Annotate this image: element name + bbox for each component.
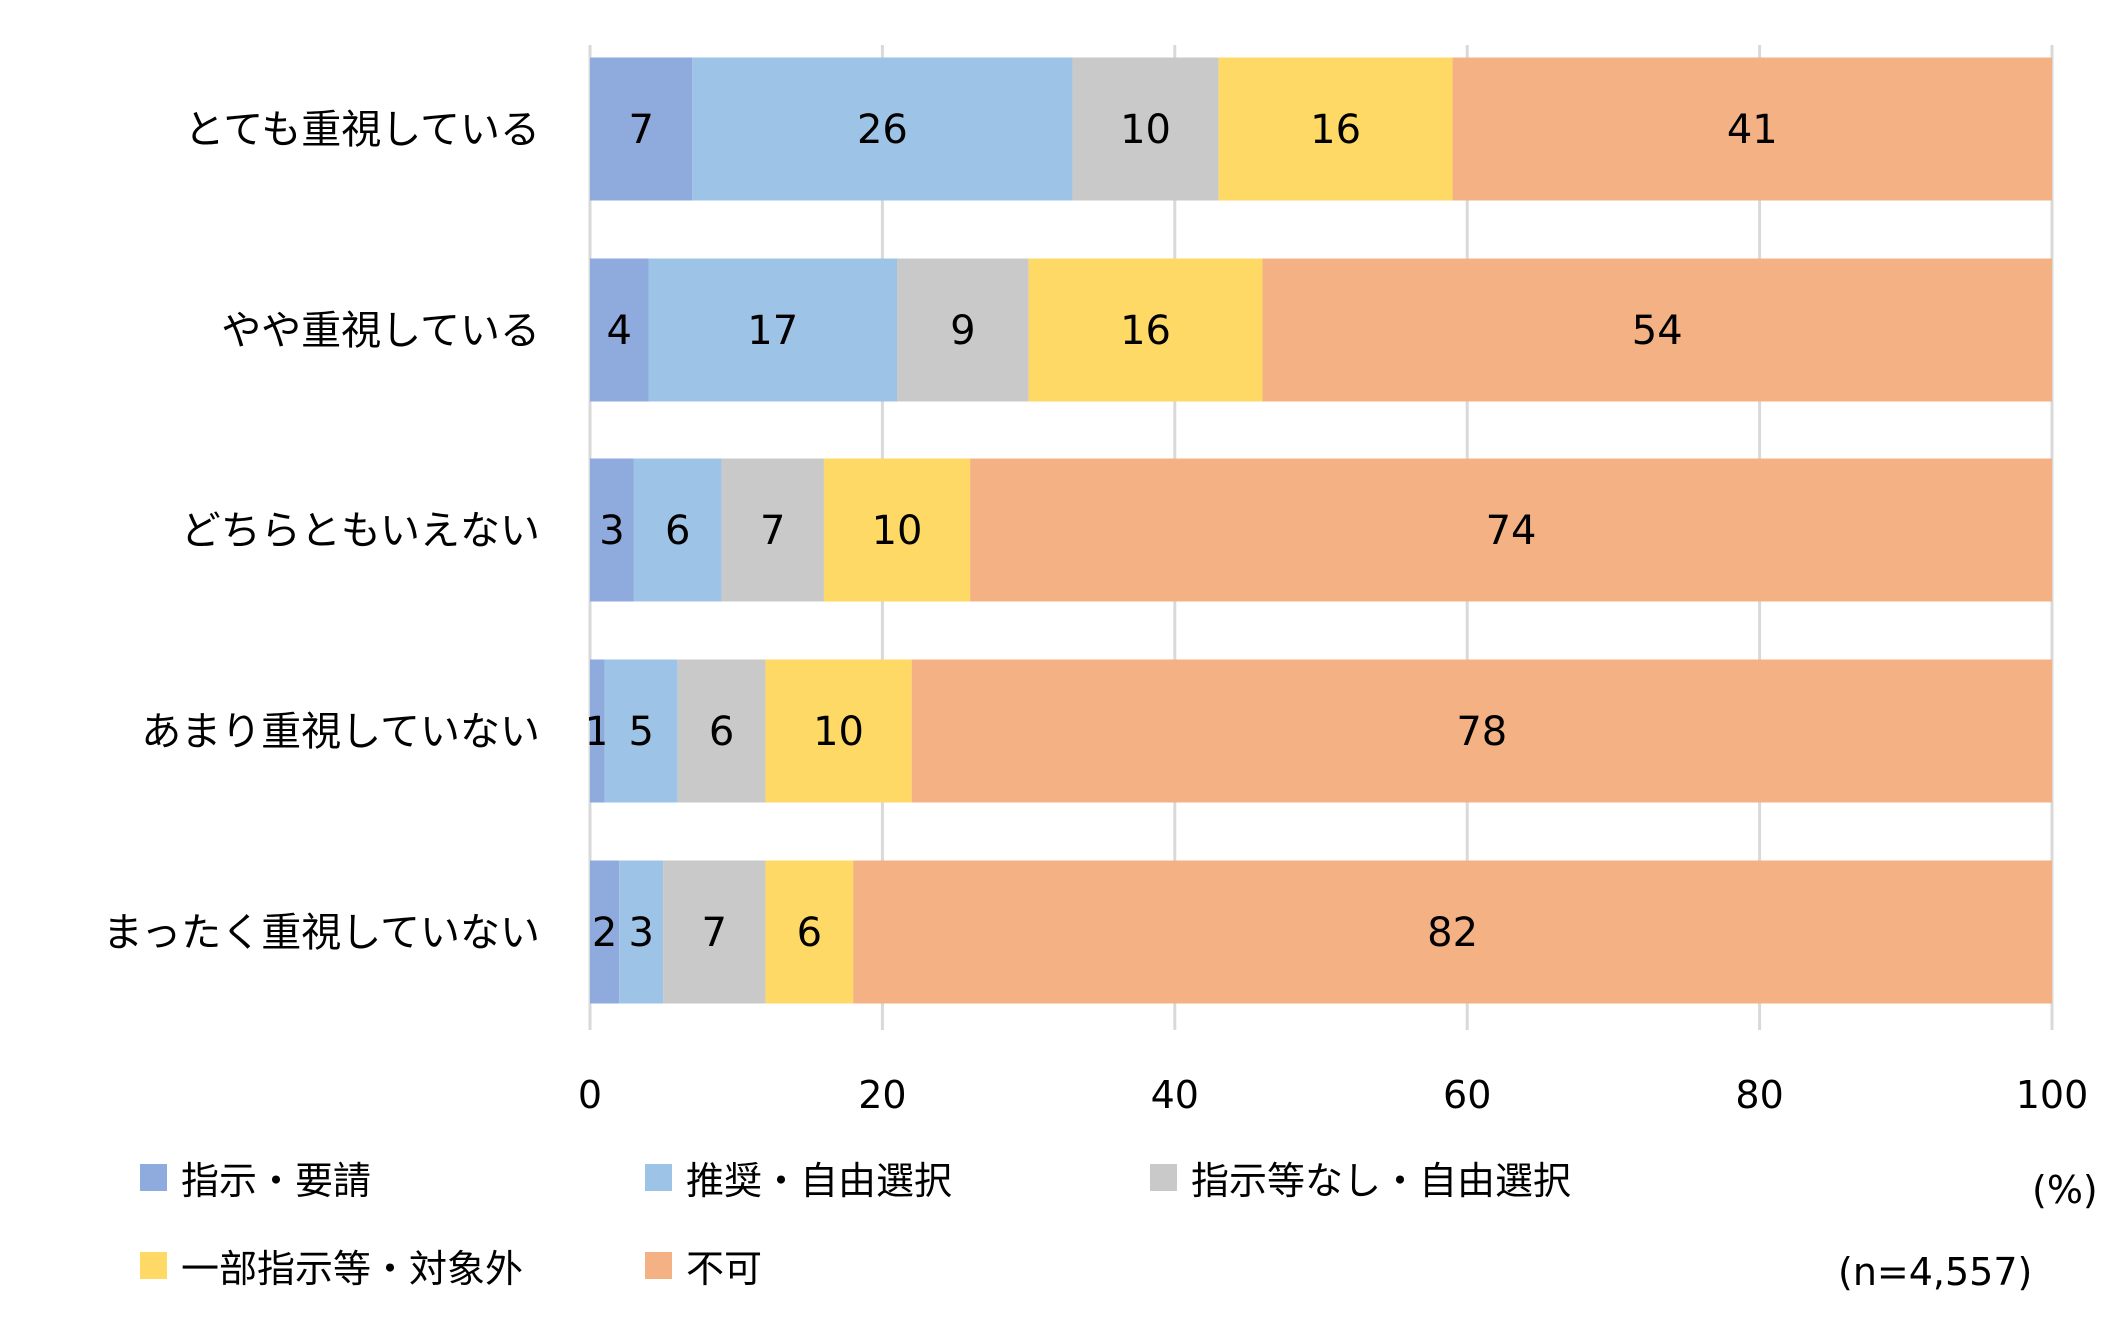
bar-segment <box>648 258 898 402</box>
data-label: 10 <box>813 709 864 755</box>
data-label: 78 <box>1456 709 1507 755</box>
data-label: 16 <box>1310 107 1361 153</box>
data-label: 7 <box>628 107 653 153</box>
category-label: とても重視している <box>184 107 540 153</box>
category-label: まったく重視していない <box>103 910 540 956</box>
bar-segment <box>1262 258 2052 402</box>
data-label: 5 <box>628 709 653 755</box>
legend-swatch <box>1150 1164 1177 1191</box>
category-label: あまり重視していない <box>141 709 540 755</box>
category-label: やや重視している <box>221 308 540 354</box>
bar-segment <box>1218 57 1453 201</box>
x-tick-label: 80 <box>1735 1073 1783 1117</box>
legend-item: 指示・要請 <box>140 1150 371 1205</box>
bar-segment <box>677 659 766 803</box>
bar-segment <box>590 659 605 803</box>
data-label: 3 <box>599 508 624 554</box>
legend-label: 不可 <box>686 1247 763 1291</box>
bar-segment <box>590 258 649 402</box>
x-tick-label: 0 <box>578 1073 602 1117</box>
unit-label: (%) <box>2032 1168 2098 1212</box>
bar-segment <box>604 659 678 803</box>
data-label: 16 <box>1120 308 1171 354</box>
data-label: 41 <box>1727 107 1778 153</box>
legend-swatch <box>140 1252 167 1279</box>
data-label: 74 <box>1486 508 1537 554</box>
legend-label: 指示・要請 <box>181 1159 372 1203</box>
bar-segment <box>721 458 824 602</box>
bar-segment <box>765 659 912 803</box>
data-label: 6 <box>665 508 690 554</box>
legend-label: 一部指示等・対象外 <box>181 1247 524 1291</box>
data-label: 2 <box>592 910 617 956</box>
bar-segment <box>590 57 693 201</box>
data-label: 7 <box>760 508 785 554</box>
legend-swatch <box>645 1252 672 1279</box>
data-label: 17 <box>747 308 798 354</box>
bar-segment <box>970 458 2052 602</box>
data-label: 10 <box>872 508 923 554</box>
bar-segment <box>633 458 722 602</box>
data-label: 6 <box>797 910 822 956</box>
bar-segment <box>853 860 2053 1004</box>
x-tick-label: 100 <box>2016 1073 2089 1117</box>
legend-item: 一部指示等・対象外 <box>140 1238 523 1293</box>
bar-segment <box>590 458 634 602</box>
data-label: 10 <box>1120 107 1171 153</box>
x-tick-label: 40 <box>1151 1073 1199 1117</box>
bar-segment <box>1072 57 1219 201</box>
data-label: 82 <box>1427 910 1478 956</box>
bar-segment <box>823 458 971 602</box>
data-label: 3 <box>628 910 653 956</box>
bar-segment <box>692 57 1073 201</box>
bar-segment <box>911 659 2052 803</box>
legend-swatch <box>645 1164 672 1191</box>
legend-label: 指示等なし・自由選択 <box>1191 1159 1572 1203</box>
legend-item: 指示等なし・自由選択 <box>1150 1150 1571 1205</box>
data-label: 6 <box>709 709 734 755</box>
legend-item: 不可 <box>645 1238 762 1293</box>
bar-segment <box>1028 258 1263 402</box>
bar-segment <box>765 860 854 1004</box>
bar-segment <box>1452 57 2052 201</box>
legend-swatch <box>140 1164 167 1191</box>
legend-item: 推奨・自由選択 <box>645 1150 952 1205</box>
x-tick-label: 20 <box>858 1073 906 1117</box>
data-label: 4 <box>607 308 632 354</box>
category-label: どちらともいえない <box>181 508 540 554</box>
sample-size-note: (n=4,557) <box>1838 1250 2033 1294</box>
x-tick-label: 60 <box>1443 1073 1491 1117</box>
data-label: 54 <box>1632 308 1683 354</box>
bar-segment <box>663 860 766 1004</box>
data-label: 9 <box>950 308 975 354</box>
bar-segment <box>897 258 1029 402</box>
data-label: 26 <box>857 107 908 153</box>
data-label: 7 <box>702 910 727 956</box>
legend-label: 推奨・自由選択 <box>686 1159 953 1203</box>
bar-segment <box>590 860 620 1004</box>
bar-segment <box>619 860 664 1004</box>
